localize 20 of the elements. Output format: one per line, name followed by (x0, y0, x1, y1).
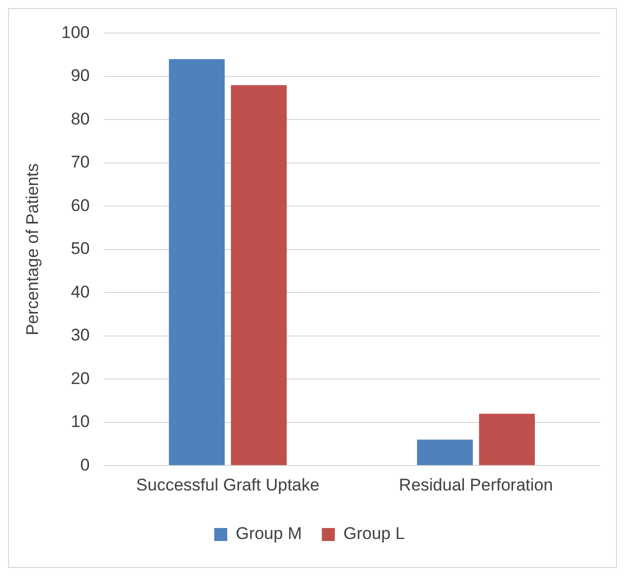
y-tick-label: 70 (70, 152, 90, 172)
y-axis-title: Percentage of Patients (22, 163, 42, 336)
x-tick-label: Successful Graft Uptake (136, 475, 320, 494)
bar (230, 85, 287, 466)
bar (479, 414, 535, 466)
y-tick-label: 60 (70, 196, 90, 215)
bar (168, 59, 225, 466)
bar (417, 440, 473, 466)
y-tick-label: 50 (70, 239, 90, 258)
x-tick-label: Residual Perforation (398, 475, 553, 494)
y-tick-label: 30 (70, 326, 90, 345)
legend-label: Group M (236, 524, 302, 544)
y-tick-label: 20 (70, 368, 90, 388)
legend-label: Group L (343, 524, 405, 544)
y-tick-label: 40 (70, 282, 90, 302)
y-tick-label: 80 (70, 109, 90, 128)
y-tick-label: 10 (70, 412, 90, 432)
y-tick-label: 0 (80, 455, 90, 474)
y-tick-label: 100 (61, 22, 90, 42)
y-tick-label: 90 (70, 66, 90, 86)
